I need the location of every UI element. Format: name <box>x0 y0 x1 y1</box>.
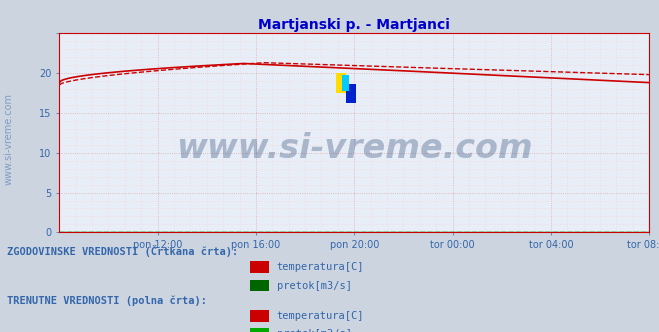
FancyBboxPatch shape <box>342 75 349 91</box>
Text: ZGODOVINSKE VREDNOSTI (Črtkana črta):: ZGODOVINSKE VREDNOSTI (Črtkana črta): <box>7 245 238 257</box>
FancyBboxPatch shape <box>336 73 346 93</box>
Text: www.si-vreme.com: www.si-vreme.com <box>176 132 532 165</box>
Text: www.si-vreme.com: www.si-vreme.com <box>3 93 13 186</box>
Text: pretok[m3/s]: pretok[m3/s] <box>277 281 352 290</box>
Text: temperatura[C]: temperatura[C] <box>277 262 364 272</box>
Text: pretok[m3/s]: pretok[m3/s] <box>277 329 352 332</box>
Text: temperatura[C]: temperatura[C] <box>277 311 364 321</box>
FancyBboxPatch shape <box>346 84 355 103</box>
Text: TRENUTNE VREDNOSTI (polna črta):: TRENUTNE VREDNOSTI (polna črta): <box>7 295 206 306</box>
Title: Martjanski p. - Martjanci: Martjanski p. - Martjanci <box>258 18 450 32</box>
